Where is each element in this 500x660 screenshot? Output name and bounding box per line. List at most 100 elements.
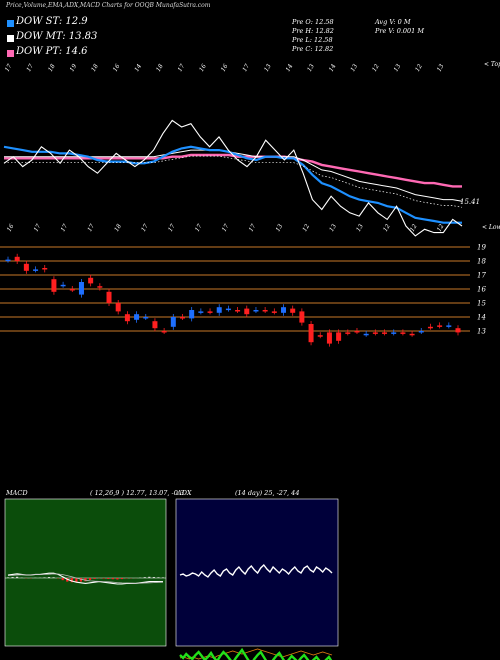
top-date-label: 16 [220, 63, 230, 73]
top-date-label: 18 [90, 63, 100, 73]
candle-body [391, 332, 397, 334]
candle-body [409, 333, 415, 336]
bottom-date-label: 17 [33, 223, 43, 233]
candle-body [134, 314, 140, 320]
bottom-date-label: 12 [409, 223, 419, 233]
readout-avg-v: Avg V: 0 M [375, 18, 411, 26]
macd-title: MACD [6, 489, 28, 497]
series-price-line [3, 119, 463, 237]
candle-body [354, 331, 360, 333]
price-tick-label: 19 [477, 244, 486, 252]
candle-body [317, 335, 323, 337]
candle-body [437, 325, 443, 327]
top-date-label: 18 [155, 63, 165, 73]
candle-body [189, 310, 195, 319]
candle-body [235, 310, 241, 312]
bottom-date-label: 12 [436, 223, 446, 233]
readout-pre-h: Pre H: 12.82 [292, 27, 334, 35]
top-date-label: 18 [47, 63, 57, 73]
top-date-label: 17 [241, 63, 251, 73]
candle-body [14, 256, 20, 261]
candle-body [225, 308, 231, 311]
upper-tag-label: < Tops [484, 61, 500, 68]
adx-minus_di-line [179, 648, 333, 660]
price-tick-label: 15 [477, 300, 486, 308]
candle-body [106, 291, 112, 303]
candle-body [427, 326, 433, 329]
candle-body [78, 282, 84, 295]
candle-body [455, 328, 461, 333]
legend-st: DOW ST: 12.9 [16, 16, 88, 27]
bottom-date-label: 13 [274, 223, 284, 233]
bottom-date-label: 13 [355, 223, 365, 233]
bottom-date-label: 12 [382, 223, 392, 233]
candle-body [336, 332, 342, 341]
candle-body [382, 332, 388, 334]
candle-body [363, 333, 369, 336]
readout-pre-o: Pre O: 12.58 [292, 18, 334, 26]
candle-body [170, 317, 176, 327]
candle-body [143, 317, 149, 319]
top-date-label: 16 [112, 63, 122, 73]
bottom-date-label: 17 [140, 223, 150, 233]
bottom-date-label: 17 [86, 223, 96, 233]
candle-body [198, 311, 204, 313]
top-date-label: 14 [328, 63, 338, 73]
top-date-label: 14 [284, 63, 294, 73]
top-date-label: 17 [4, 63, 14, 73]
adx-adx-line [179, 563, 333, 578]
top-date-label: 13 [263, 63, 273, 73]
candle-body [281, 307, 287, 313]
candle-body [88, 277, 94, 284]
bottom-date-label: 13 [328, 223, 338, 233]
top-date-label: 12 [371, 63, 381, 73]
mt-swatch [7, 35, 14, 42]
lower-tag-label: < Lows [482, 224, 500, 231]
candle-body [400, 332, 406, 334]
legend-pt: DOW PT: 14.6 [16, 46, 88, 57]
top-date-label: 19 [68, 63, 78, 73]
price-tick-label: 14 [477, 314, 486, 322]
series-pt-line [4, 153, 462, 188]
candle-body [115, 303, 121, 312]
top-date-label: 12 [414, 63, 424, 73]
top-date-label: 17 [25, 63, 35, 73]
candle-body [271, 311, 277, 313]
macd-panel-bg [4, 498, 167, 647]
candle-body [33, 269, 39, 271]
readout-pre-v: Pre V: 0.001 M [375, 27, 425, 35]
bottom-date-label: 17 [194, 223, 204, 233]
adx-params: (14 day) 25, -27, 44 [235, 489, 300, 497]
series-mt-dotted-line [4, 155, 463, 208]
candle-body [372, 332, 378, 334]
candle-body [124, 314, 130, 322]
bottom-date-label: 12 [301, 223, 311, 233]
st-swatch [7, 20, 14, 27]
adx-title: ADX [177, 489, 192, 497]
candle-body [51, 279, 57, 292]
candle-body [418, 331, 424, 333]
candle-body [262, 310, 268, 312]
price-tick-label: 18 [477, 258, 486, 266]
bottom-date-label: 16 [6, 223, 16, 233]
candle-body [290, 308, 296, 313]
top-date-label: 13 [349, 63, 359, 73]
readout-pre-l: Pre L: 12.58 [292, 36, 333, 44]
top-date-label: 13 [436, 63, 446, 73]
price-tick-label: 16 [477, 286, 486, 294]
candle-body [23, 263, 29, 271]
candle-body [326, 332, 332, 344]
bottom-date-label: 17 [248, 223, 258, 233]
candle-body [244, 308, 250, 315]
top-date-label: 16 [198, 63, 208, 73]
macd-signal-line [7, 573, 164, 584]
candle-body [308, 324, 314, 343]
candle-body [161, 331, 167, 333]
top-date-label: 13 [392, 63, 402, 73]
bottom-date-label: 18 [113, 223, 123, 233]
candle-body [5, 259, 11, 262]
bottom-date-label: 17 [59, 223, 69, 233]
series-st-line [3, 145, 462, 224]
